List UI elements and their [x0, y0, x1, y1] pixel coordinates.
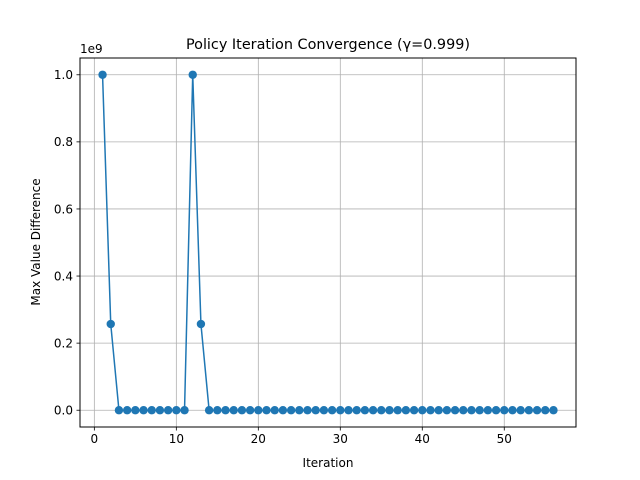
data-point: [442, 406, 452, 415]
data-point: [131, 406, 140, 415]
data-point: [393, 406, 402, 415]
data-point: [450, 406, 460, 415]
data-point: [221, 406, 230, 415]
data-point: [270, 406, 279, 415]
x-tick-label: 10: [169, 432, 184, 446]
data-point: [286, 406, 296, 415]
data-point: [245, 406, 255, 415]
data-point: [163, 406, 173, 415]
data-point: [459, 406, 468, 415]
x-axis-label: Iteration: [303, 456, 354, 470]
data-point: [172, 406, 181, 415]
data-point: [180, 406, 189, 415]
x-tick-label: 0: [91, 432, 99, 446]
data-point: [188, 70, 197, 79]
x-tick-label: 30: [333, 432, 348, 446]
data-point: [516, 406, 525, 415]
data-point: [418, 406, 427, 415]
data-point: [401, 406, 411, 415]
data-point: [508, 406, 517, 415]
y-axis-ticks: 0.0 0.2 0.4 0.6 0.8 1.0: [54, 68, 80, 418]
data-point: [262, 406, 271, 415]
plot-area-frame: [79, 57, 577, 428]
x-tick-label: 20: [251, 432, 266, 446]
data-point: [483, 406, 493, 415]
data-point: [385, 406, 394, 415]
data-point: [336, 406, 345, 415]
data-point: [295, 406, 304, 415]
x-tick-label: 40: [415, 432, 430, 446]
data-point: [541, 406, 550, 415]
data-point: [237, 406, 247, 415]
data-point: [360, 406, 370, 415]
data-point: [122, 406, 132, 415]
data-point: [532, 406, 542, 415]
data-point: [147, 406, 156, 415]
data-point: [368, 406, 378, 415]
series-line: [101, 74, 554, 411]
x-tick-label: 50: [497, 432, 512, 446]
data-point: [319, 406, 329, 415]
data-point: [278, 406, 288, 415]
data-point: [254, 406, 263, 415]
y-tick-label: 1.0: [54, 68, 73, 82]
series-group: [98, 70, 558, 415]
x-axis-ticks: 0 10 20 30 40 50: [91, 427, 512, 446]
data-point: [311, 406, 320, 415]
data-point: [434, 406, 443, 415]
data-point: [204, 406, 214, 415]
data-point: [229, 406, 238, 415]
data-point: [114, 406, 124, 415]
data-point: [491, 406, 501, 415]
data-point: [327, 406, 337, 415]
data-point: [524, 406, 534, 415]
data-point: [106, 319, 115, 329]
data-point: [303, 406, 312, 415]
y-tick-label: 0.8: [54, 135, 73, 149]
data-point: [155, 406, 165, 415]
grid-lines: [80, 58, 576, 427]
data-point: [213, 406, 222, 415]
chart-title: Policy Iteration Convergence (γ=0.999): [186, 37, 470, 53]
y-tick-label: 0.2: [54, 336, 73, 350]
data-point: [344, 406, 353, 415]
y-tick-label: 0.0: [54, 404, 73, 418]
y-tick-label: 0.6: [54, 202, 73, 216]
data-point: [475, 406, 484, 415]
data-point: [426, 406, 435, 415]
data-point: [139, 406, 148, 415]
y-tick-label: 0.4: [54, 269, 73, 283]
data-point: [196, 319, 206, 329]
data-point: [500, 406, 509, 415]
data-point: [467, 406, 476, 415]
data-point: [98, 70, 107, 79]
data-point: [377, 406, 386, 415]
data-point: [352, 406, 361, 415]
y-axis-label: Max Value Difference: [29, 178, 43, 305]
data-point: [549, 406, 558, 415]
y-axis-offset-label: 1e9: [80, 42, 103, 56]
data-point: [409, 406, 419, 415]
